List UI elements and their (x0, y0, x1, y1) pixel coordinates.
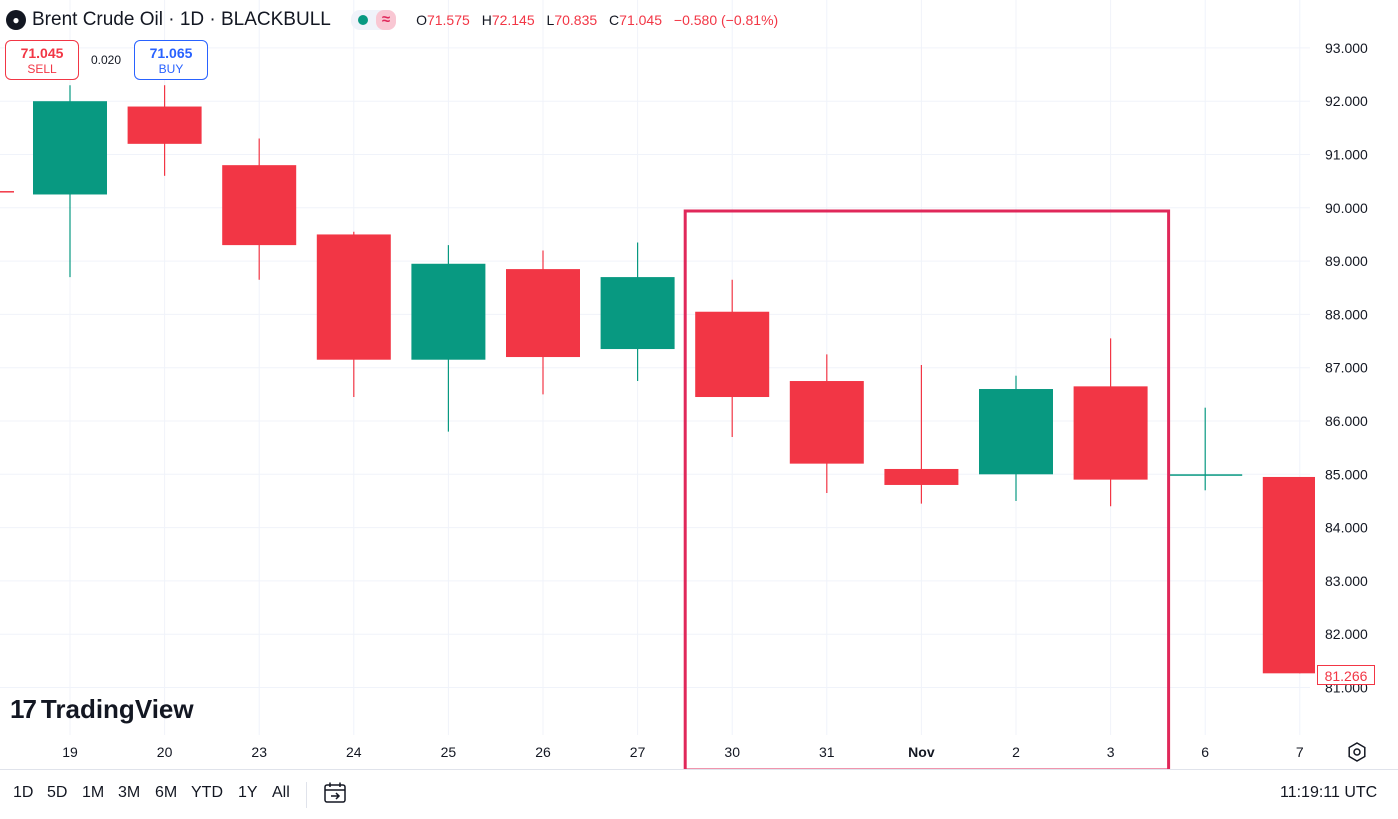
sell-label: SELL (27, 62, 57, 76)
range-button-1y[interactable]: 1Y (238, 784, 258, 801)
open-label: O (416, 12, 427, 28)
clock: 11:19:11 UTC (1280, 784, 1378, 801)
x-tick-label: 2 (1012, 744, 1020, 760)
highlight-box (683, 209, 1171, 770)
logo-text: TradingView (40, 694, 194, 724)
buy-price: 71.065 (149, 45, 193, 61)
x-tick-label: 19 (62, 744, 78, 760)
low-value: 70.835 (554, 12, 598, 28)
price-chart[interactable]: 81.00082.00083.00084.00085.00086.00087.0… (0, 0, 1398, 770)
tradingview-logo[interactable]: 17 TradingView (10, 694, 194, 725)
candle-body (1073, 386, 1148, 480)
change-value: −0.580 (−0.81%) (673, 12, 779, 28)
market-open-dot (357, 15, 368, 25)
x-tick-label: 30 (724, 744, 740, 760)
x-tick-label: 3 (1107, 744, 1115, 760)
candle-body (600, 277, 675, 350)
open-value: 71.575 (426, 12, 470, 28)
close-value: 71.045 (619, 12, 662, 28)
gear-icon[interactable] (1346, 741, 1368, 763)
y-tick-label: 86.000 (1325, 413, 1368, 429)
spread-value: 0.020 (91, 53, 122, 67)
range-button-3m[interactable]: 3M (118, 784, 141, 801)
candle-body (411, 263, 486, 360)
close-label: C (609, 12, 620, 28)
x-tick-label: 31 (819, 744, 835, 760)
candle-body (506, 269, 580, 358)
chart-header: ● Brent Crude Oil · 1D · BLACKBULL ≈ O71… (6, 8, 778, 32)
y-tick-label: 88.000 (1325, 306, 1368, 322)
high-value: 72.145 (491, 12, 535, 28)
x-tick-label: 23 (251, 744, 267, 760)
low-label: L (546, 12, 555, 28)
candle-body (979, 389, 1053, 475)
y-tick-label: 83.000 (1325, 573, 1368, 589)
toolbar-divider (306, 782, 307, 808)
sell-button[interactable]: 71.045 SELL (5, 40, 79, 80)
last-price-tag: 81.266 (1317, 665, 1375, 685)
y-tick-label: 90.000 (1325, 200, 1368, 216)
candle-body (1168, 474, 1243, 476)
indicator-toggle[interactable]: ≈ (350, 10, 397, 30)
y-tick-label: 85.000 (1325, 466, 1368, 482)
y-tick-label: 82.000 (1325, 626, 1368, 642)
candle-body (1262, 476, 1315, 674)
y-tick-label: 87.000 (1325, 360, 1368, 376)
buy-button[interactable]: 71.065 BUY (134, 40, 208, 80)
candle-body (695, 311, 770, 398)
bottom-toolbar: 1D 5D 1M 3M 6M YTD 1Y All 11:19:11 UTC (0, 769, 1398, 819)
range-button-all[interactable]: All (272, 784, 290, 801)
range-button-1d[interactable]: 1D (13, 784, 34, 801)
wave-icon[interactable]: ≈ (375, 10, 397, 30)
candle-body (33, 101, 107, 195)
range-button-ytd[interactable]: YTD (191, 784, 223, 801)
symbol-title[interactable]: Brent Crude Oil · 1D · BLACKBULL (32, 9, 331, 30)
x-tick-label: Nov (908, 744, 935, 760)
y-tick-label: 92.000 (1325, 93, 1368, 109)
x-tick-label: 27 (630, 744, 646, 760)
y-tick-label: 89.000 (1325, 253, 1368, 269)
x-tick-label: 20 (157, 744, 173, 760)
candle-body (222, 165, 297, 246)
candle-body (127, 106, 202, 144)
ohlc-legend: O71.575 H72.145 L70.835 C71.045 −0.580 (… (416, 12, 778, 28)
tradingview-mark-icon: 17 (10, 694, 37, 724)
y-tick-label: 84.000 (1325, 520, 1368, 536)
calendar-goto-icon[interactable] (322, 780, 348, 806)
x-tick-label: 6 (1201, 744, 1209, 760)
sell-price: 71.045 (20, 45, 64, 61)
y-tick-label: 91.000 (1325, 147, 1368, 163)
x-tick-label: 26 (535, 744, 551, 760)
candle-body (316, 234, 391, 360)
candle-body (789, 381, 864, 464)
x-tick-label: 24 (346, 744, 362, 760)
oil-drop-icon[interactable]: ● (6, 10, 26, 30)
y-tick-label: 93.000 (1325, 40, 1368, 56)
range-button-1m[interactable]: 1M (82, 784, 105, 801)
buy-label: BUY (158, 62, 184, 76)
range-button-5d[interactable]: 5D (47, 784, 68, 801)
x-tick-label: 7 (1296, 744, 1304, 760)
high-label: H (481, 12, 492, 28)
x-tick-label: 25 (441, 744, 457, 760)
range-button-6m[interactable]: 6M (155, 784, 178, 801)
candle-body (884, 468, 959, 485)
